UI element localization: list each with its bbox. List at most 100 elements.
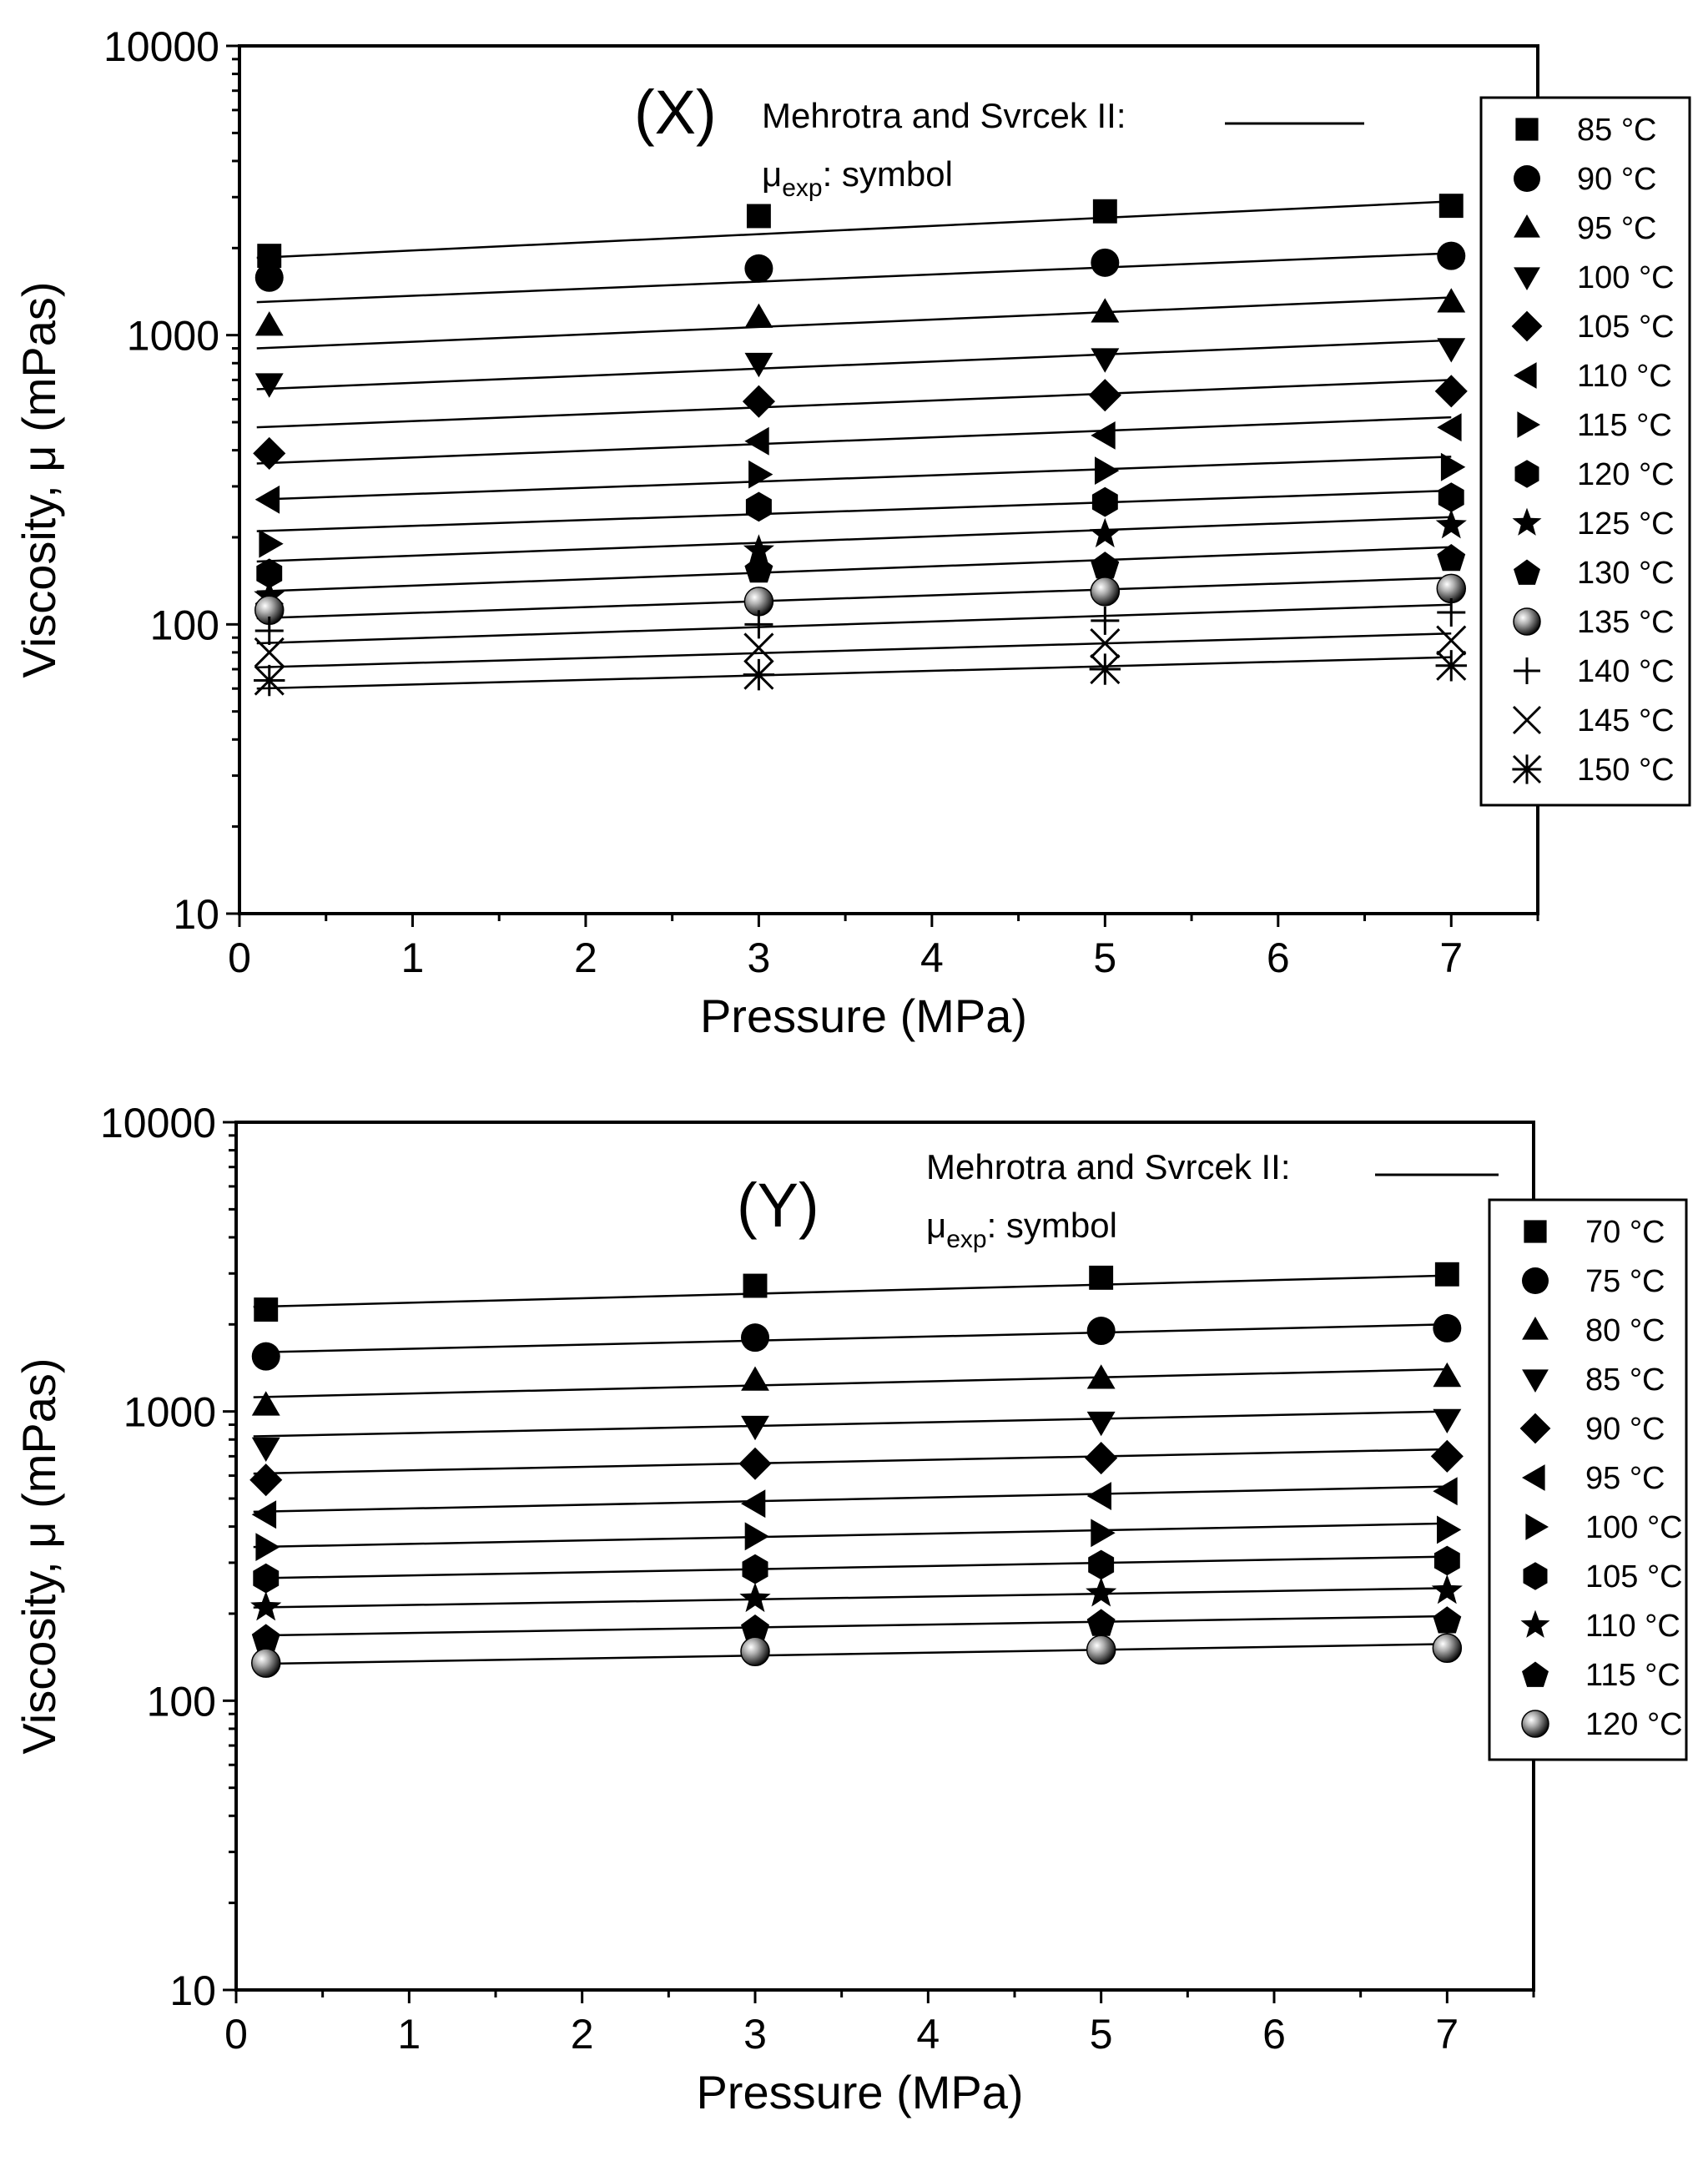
point-115c-1 xyxy=(741,1614,769,1642)
legend-label-85c: 85 °C xyxy=(1577,113,1656,148)
axis-ticks xyxy=(226,44,1539,927)
point-120c-0 xyxy=(250,1648,281,1678)
legend-label-90c: 90 °C xyxy=(1577,162,1656,197)
point-115c-0 xyxy=(251,1624,280,1651)
point-100c-0 xyxy=(254,373,284,398)
y-axis-title: Viscosity, μ (mPas) xyxy=(13,281,65,678)
x-tick-label: 5 xyxy=(1093,934,1116,981)
legend-marker-105c xyxy=(1523,1562,1548,1590)
legend-marker-115c xyxy=(1522,1661,1549,1687)
point-110c-1 xyxy=(739,1582,771,1613)
point-105c-2 xyxy=(1088,1549,1115,1580)
legend-marker-95c xyxy=(1514,214,1540,238)
point-100c-3 xyxy=(1437,1515,1462,1544)
point-135c-2 xyxy=(1090,577,1121,607)
model-line-90c xyxy=(253,1448,1448,1475)
point-140c-1 xyxy=(744,610,773,639)
model-line-85c xyxy=(256,200,1452,259)
point-150c-3 xyxy=(1435,650,1467,682)
point-140c-2 xyxy=(1091,606,1120,635)
model-lines xyxy=(253,1274,1448,1665)
x-tick-label: 6 xyxy=(1267,934,1290,981)
point-70c-2 xyxy=(1089,1265,1114,1290)
point-95c-3 xyxy=(1437,288,1466,313)
point-100c-3 xyxy=(1437,338,1466,363)
point-70c-1 xyxy=(743,1273,768,1298)
exp-note: μexp: symbol xyxy=(926,1206,1117,1253)
model-line-145c xyxy=(256,632,1452,669)
point-90c-1 xyxy=(738,1447,772,1480)
point-75c-0 xyxy=(251,1342,280,1371)
legend-label-120c: 120 °C xyxy=(1585,1707,1683,1742)
legend-marker-70c xyxy=(1524,1220,1547,1243)
point-110c-1 xyxy=(744,426,769,456)
model-line-70c xyxy=(253,1274,1448,1308)
y-tick-label: 10000 xyxy=(100,1100,216,1146)
exp-note-tail: : symbol xyxy=(823,154,953,194)
y-tick-labels: 10 100 1000 10000 xyxy=(100,1100,216,2014)
legend-marker-105c xyxy=(1511,310,1543,342)
x-axis-title: Pressure (MPa) xyxy=(700,990,1027,1042)
point-140c-0 xyxy=(254,617,284,646)
point-90c-0 xyxy=(254,263,284,292)
point-130c-2 xyxy=(1091,552,1120,579)
x-tick-label: 4 xyxy=(916,2011,940,2058)
legend-label-105c: 105 °C xyxy=(1585,1559,1683,1594)
legend: 85 °C 90 °C 95 °C 100 °C 105 °C 110 °C 115 °C 1… xyxy=(1479,96,1691,807)
legend-label-75c: 75 °C xyxy=(1585,1264,1665,1299)
point-90c-3 xyxy=(1430,1439,1464,1473)
point-145c-0 xyxy=(254,637,285,667)
point-125c-3 xyxy=(1435,509,1467,539)
legend-marker-110c xyxy=(1514,362,1537,389)
point-80c-1 xyxy=(741,1366,769,1391)
point-120c-2 xyxy=(1086,1635,1116,1665)
point-70c-3 xyxy=(1434,1262,1459,1287)
point-115c-3 xyxy=(1440,452,1466,481)
x-tick-label: 2 xyxy=(574,934,597,981)
point-115c-2 xyxy=(1095,456,1120,485)
point-90c-2 xyxy=(1091,248,1120,277)
model-line-80c xyxy=(253,1368,1448,1398)
model-line-95c xyxy=(256,296,1452,350)
exp-note: μexp: symbol xyxy=(762,154,953,202)
point-110c-2 xyxy=(1091,421,1116,450)
legend-label-85c: 85 °C xyxy=(1585,1363,1665,1398)
legend-marker-120c xyxy=(1521,1710,1549,1738)
legend-marker-85c xyxy=(1515,118,1539,141)
legend-label-115c: 115 °C xyxy=(1585,1658,1680,1693)
point-105c-0 xyxy=(253,436,286,470)
legend: 70 °C 75 °C 80 °C 85 °C 90 °C 95 °C 100 °C 105 … xyxy=(1488,1198,1688,1761)
model-line-105c xyxy=(256,379,1452,429)
model-line-140c xyxy=(256,603,1452,645)
y-tick-label: 10 xyxy=(169,1967,216,2014)
legend-marker-125c xyxy=(1512,507,1542,536)
point-95c-2 xyxy=(1086,1482,1111,1510)
point-105c-0 xyxy=(253,1563,280,1594)
y-tick-label: 10 xyxy=(173,891,219,938)
legend-marker-120c xyxy=(1514,460,1539,488)
data-markers xyxy=(253,194,1468,697)
model-line-110c xyxy=(253,1587,1448,1609)
legend-label-80c: 80 °C xyxy=(1585,1313,1665,1348)
legend-marker-100c xyxy=(1525,1514,1549,1540)
x-tick-labels: 0 1 2 3 4 5 6 7 xyxy=(228,934,1463,981)
exp-note-tail: : symbol xyxy=(987,1206,1117,1245)
model-line-150c xyxy=(256,656,1452,690)
point-80c-3 xyxy=(1433,1362,1462,1388)
point-125c-2 xyxy=(1089,517,1121,548)
legend-label-150c: 150 °C xyxy=(1577,753,1675,788)
x-tick-label: 5 xyxy=(1090,2011,1113,2058)
legend-label-140c: 140 °C xyxy=(1577,654,1675,689)
point-75c-2 xyxy=(1086,1317,1116,1346)
legend-marker-135c xyxy=(1513,607,1541,636)
point-130c-1 xyxy=(744,555,773,583)
point-120c-0 xyxy=(256,558,283,589)
x-tick-label: 7 xyxy=(1435,2011,1459,2058)
x-tick-labels: 0 1 2 3 4 5 6 7 xyxy=(224,2011,1459,2058)
point-75c-3 xyxy=(1433,1313,1462,1342)
exp-note-subscript: exp xyxy=(946,1226,986,1253)
legend-marker-85c xyxy=(1522,1369,1549,1393)
point-110c-3 xyxy=(1431,1574,1463,1604)
point-80c-0 xyxy=(251,1391,280,1416)
legend-label-110c: 110 °C xyxy=(1577,359,1672,394)
